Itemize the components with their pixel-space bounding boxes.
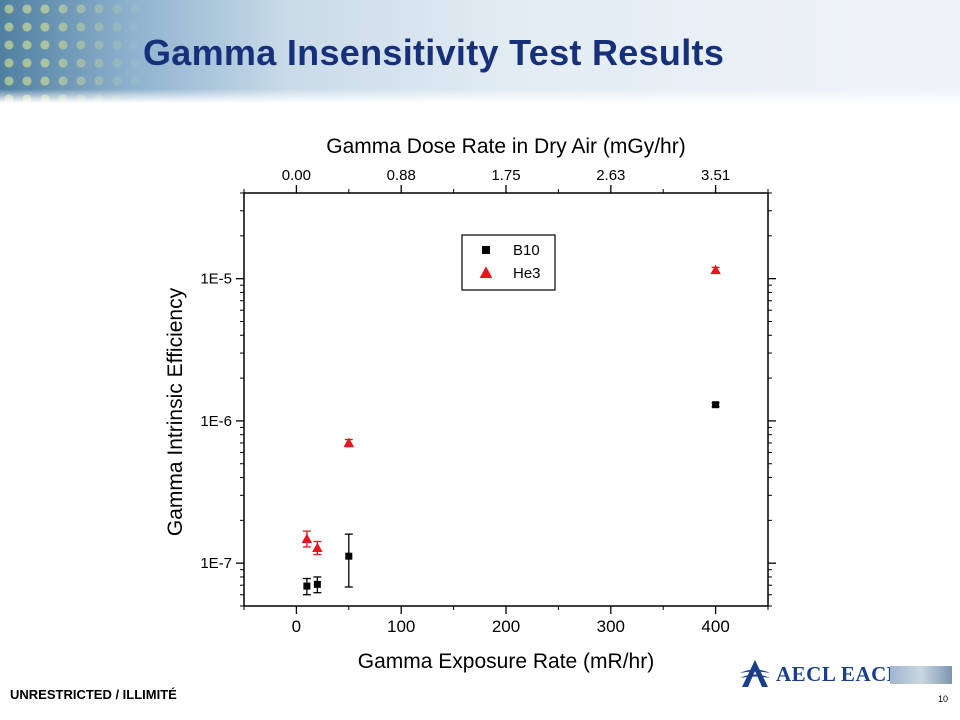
- x-tick-label: 100: [387, 617, 415, 636]
- data-point-b10: [303, 582, 311, 590]
- y-tick-label: 1E-6: [200, 413, 232, 430]
- data-point-he3: [343, 437, 355, 447]
- data-point-he3: [710, 264, 721, 275]
- logo-decoration: [890, 666, 952, 684]
- data-point-b10: [345, 552, 353, 560]
- x-tick-label: 200: [492, 617, 520, 636]
- legend-label: He3: [513, 265, 541, 282]
- data-point-b10: [712, 401, 720, 409]
- x2-tick-label: 3.51: [701, 167, 730, 184]
- y-tick-label: 1E-7: [200, 555, 232, 572]
- data-point-b10: [313, 580, 321, 588]
- header-banner: [0, 0, 960, 103]
- y-axis-title: Gamma Intrinsic Efficiency: [164, 287, 187, 536]
- aecl-logo-text: AECL EACL: [776, 662, 902, 686]
- banner-pattern: [0, 0, 150, 103]
- page-number: 10: [938, 694, 949, 704]
- aecl-logo-mark-icon: [740, 660, 770, 687]
- x2-axis-title: Gamma Dose Rate in Dry Air (mGy/hr): [326, 135, 685, 158]
- data-point-he3: [301, 533, 313, 544]
- x2-tick-label: 2.63: [596, 167, 625, 184]
- data-point-he3: [312, 542, 323, 552]
- legend-marker-b10: [482, 246, 490, 254]
- x2-tick-label: 1.75: [491, 167, 520, 184]
- x-axis-title: Gamma Exposure Rate (mR/hr): [358, 650, 654, 673]
- x-tick-label: 300: [597, 617, 625, 636]
- legend-box: [461, 234, 556, 291]
- x2-tick-label: 0.88: [387, 167, 416, 184]
- x-tick-label: 400: [701, 617, 729, 636]
- y-tick-label: 1E-5: [200, 271, 232, 288]
- legend-label: B10: [513, 242, 540, 259]
- classification-label: UNRESTRICTED / ILLIMITÉ: [10, 687, 177, 702]
- x2-tick-label: 0.00: [282, 167, 311, 184]
- banner-fade: [0, 89, 960, 103]
- slide-title: Gamma Insensitivity Test Results: [143, 32, 725, 73]
- aecl-logo: AECL EACL: [738, 657, 952, 691]
- x-tick-label: 0: [292, 617, 301, 636]
- legend-marker-he3: [479, 266, 493, 278]
